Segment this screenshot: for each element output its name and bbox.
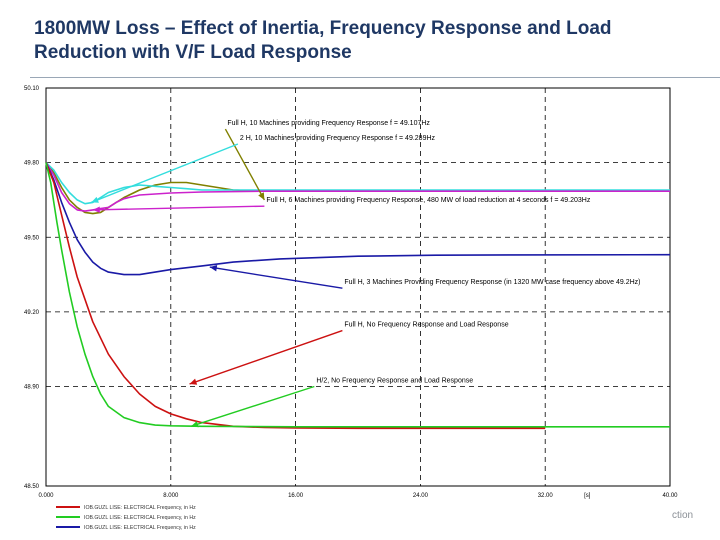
annotation-arrow-line: [189, 329, 343, 385]
series-line-1: [45, 162, 670, 215]
y-tick-label: 49.80: [24, 161, 40, 167]
annotation-arrow-line: [209, 266, 343, 289]
x-tick-label: 16.00: [288, 493, 304, 499]
x-tick-label: 0.000: [38, 493, 54, 499]
y-tick-label: 49.50: [24, 235, 40, 241]
annotation-arrow-line: [92, 205, 265, 211]
grid-layer: [46, 88, 670, 486]
legend-label: IOB.GUZL LISE: ELECTRICAL Frequency, in …: [84, 525, 196, 531]
series-layer: [45, 162, 671, 430]
annotation-label: H/2, No Frequency Response and Load Resp…: [316, 378, 473, 385]
annotation-layer: Full H, 10 Machines providing Frequency …: [90, 120, 640, 428]
annotation-label: Full H, No Frequency Response and Load R…: [344, 322, 508, 329]
y-tick-label: 49.20: [24, 310, 40, 316]
annotation-arrow-head: [191, 421, 199, 428]
annotation-arrow-head: [189, 378, 198, 385]
legend-label: IOB.GUZL LISE: ELECTRICAL Frequency, in …: [84, 515, 196, 521]
series-line-6: [45, 162, 670, 428]
x-tick-label: 8.000: [163, 493, 179, 499]
series-line-4: [45, 162, 671, 276]
y-tick-label: 48.50: [24, 484, 40, 490]
x-tick-label: 40.00: [662, 493, 678, 499]
slide-title: 1800MW Loss – Effect of Inertia, Frequen…: [34, 17, 694, 65]
annotation-arrow-head: [91, 196, 99, 203]
x-tick-label: 32.00: [538, 493, 554, 499]
annotation-label: Full H, 3 Machines Providing Frequency R…: [344, 279, 640, 286]
footer-text: ction: [672, 510, 694, 521]
legend-label: IOB.GUZL LISE: ELECTRICAL Frequency, in …: [84, 505, 196, 511]
annotation-arrow-head: [209, 265, 218, 272]
title-divider: [30, 77, 720, 78]
annotation-label: Full H, 10 Machines providing Frequency …: [227, 120, 430, 127]
annotation-arrow-head: [92, 206, 100, 213]
series-line-3: [45, 162, 670, 212]
annotation-arrow-line: [190, 385, 315, 427]
series-line-2: [45, 162, 670, 205]
tick-layer: 0.000 8.000 16.00 24.00 32.00 40.00 [s] 50.10 49…: [24, 86, 678, 499]
y-tick-label: 50.10: [24, 86, 40, 92]
legend-layer: IOB.GUZL LISE: ELECTRICAL Frequency, in …: [56, 505, 196, 531]
annotation-label: 2 H, 10 Machines providing Frequency Res…: [240, 135, 436, 142]
plot-frame: [45, 87, 671, 487]
annotation-arrow-head: [258, 192, 265, 200]
x-tick-label: 24.00: [413, 493, 429, 499]
slide-title-line-1: 1800MW Loss – Effect of Inertia, Frequen…: [34, 18, 612, 39]
slide-title-line-2: Reduction with V/F Load Response: [34, 42, 352, 63]
series-line-5: [45, 162, 546, 430]
x-unit-label: [s]: [584, 493, 591, 499]
annotation-arrow-line: [90, 143, 239, 204]
annotation-arrow-line: [224, 128, 266, 201]
y-tick-label: 48.90: [24, 385, 40, 391]
annotation-label: Full H, 6 Machines providing Frequency R…: [266, 197, 590, 204]
